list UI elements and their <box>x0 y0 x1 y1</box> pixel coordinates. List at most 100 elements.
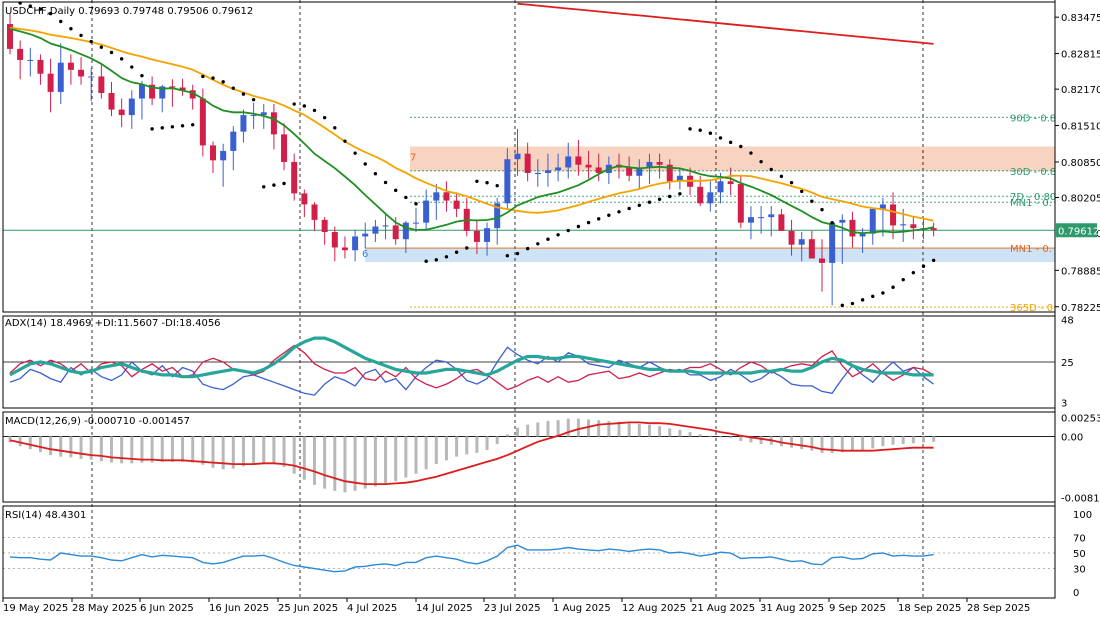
sar-dot <box>180 124 185 128</box>
date-tick-label: 25 Jun 2025 <box>278 603 338 614</box>
macd-histogram-bar <box>932 436 936 442</box>
macd-histogram-bar <box>516 427 519 437</box>
macd-histogram-bar <box>576 418 580 437</box>
date-tick-label: 16 Jun 2025 <box>209 603 269 614</box>
candle-body <box>362 233 369 237</box>
rsi-info-label: RSI(14) 48.4301 <box>5 510 86 521</box>
candle-body <box>666 164 673 182</box>
macd-histogram-bar <box>262 436 266 463</box>
macd-histogram-bar <box>292 436 296 474</box>
macd-histogram-bar <box>526 424 530 437</box>
sar-dot <box>160 126 164 130</box>
sar-dot <box>251 97 256 102</box>
sar-dot <box>383 180 388 185</box>
macd-histogram-bar <box>637 423 641 437</box>
support-zone <box>365 248 1055 263</box>
sar-dot <box>394 188 398 193</box>
macd-histogram-bar <box>485 436 489 450</box>
macd-histogram-bar <box>89 436 93 460</box>
candle-body <box>169 86 176 88</box>
sar-dot <box>850 301 855 306</box>
level-label: 365D - 0 <box>1010 303 1053 314</box>
sar-dot <box>282 181 286 186</box>
candle-body <box>138 84 145 99</box>
level-label: MN1 - 0. <box>1010 198 1052 209</box>
sar-dot <box>525 246 530 251</box>
macd-histogram-bar <box>678 429 682 437</box>
macd-histogram-bar <box>231 436 235 469</box>
macd-histogram-bar <box>353 436 357 491</box>
macd-histogram-bar <box>110 436 113 463</box>
sar-dot <box>800 189 804 194</box>
candle-body <box>78 69 85 77</box>
candle-body <box>565 156 572 168</box>
candle-body <box>829 222 836 263</box>
macd-histogram-bar <box>363 436 367 489</box>
candle-body <box>819 258 825 263</box>
sar-dot <box>566 228 570 233</box>
candle-body <box>159 86 166 99</box>
price-tick-label: 0.82170 <box>1061 85 1100 96</box>
date-tick-label: 19 May 2025 <box>3 603 68 614</box>
macd-histogram-bar <box>241 436 245 467</box>
candle-body <box>352 236 359 251</box>
candle-body <box>453 200 460 209</box>
sar-dot <box>292 102 296 106</box>
rsi-tick-label: 100 <box>1073 510 1092 521</box>
sar-dot <box>901 277 905 282</box>
macd-histogram-bar <box>120 436 124 464</box>
candle-body <box>930 228 937 231</box>
macd-histogram-bar <box>373 436 377 487</box>
sar-dot <box>678 192 682 196</box>
macd-histogram-bar <box>414 436 418 474</box>
macd-histogram-bar <box>830 436 834 453</box>
candle-body <box>798 239 805 245</box>
candle-body <box>707 192 714 204</box>
adx-tick-label: 48 <box>1061 316 1074 327</box>
macd-histogram-bar <box>668 428 672 437</box>
macd-histogram-bar <box>617 421 621 437</box>
candle-body <box>636 167 643 176</box>
sar-dot <box>333 126 337 130</box>
macd-histogram-bar <box>719 436 722 438</box>
candle-body <box>910 224 917 229</box>
candle-body <box>626 167 633 176</box>
candle-body <box>494 203 501 229</box>
level-label: 90D - 0.8 <box>1010 113 1056 124</box>
macd-histogram-bar <box>333 436 337 491</box>
sar-dot <box>840 303 844 308</box>
candle-body <box>372 226 379 234</box>
candle-body <box>402 222 409 240</box>
macd-histogram-bar <box>627 423 631 437</box>
macd-histogram-bar <box>749 436 753 443</box>
adx-tick-label: 3 <box>1061 398 1067 409</box>
candle-body <box>595 167 602 173</box>
date-tick-label: 9 Sep 2025 <box>829 603 886 614</box>
sar-dot <box>59 19 63 24</box>
price-tick-label: 0.83475 <box>1061 13 1100 24</box>
sar-dot <box>79 33 83 38</box>
macd-histogram-bar <box>759 436 763 444</box>
sar-dot <box>627 206 631 211</box>
sar-dot <box>769 167 773 172</box>
current-price-label: 0.79612 <box>1058 226 1099 237</box>
macd-histogram-bar <box>536 422 540 437</box>
candle-body <box>443 192 450 201</box>
price-tick-label: 0.78885 <box>1061 266 1100 277</box>
candle-body <box>585 164 592 168</box>
rsi-line <box>9 544 934 573</box>
macd-histogram-bar <box>150 436 154 463</box>
macd-histogram-bar <box>211 436 215 468</box>
macd-histogram-bar <box>495 436 499 444</box>
macd-histogram-bar <box>779 436 783 447</box>
macd-histogram-bar <box>455 436 459 457</box>
price-tick-label: 0.78225 <box>1061 303 1100 314</box>
sar-dot <box>759 159 763 164</box>
candle-body <box>737 184 744 223</box>
macd-histogram-bar <box>891 436 895 445</box>
sar-dot <box>647 200 652 204</box>
macd-histogram-bar <box>566 418 570 437</box>
candle-body <box>504 159 511 204</box>
